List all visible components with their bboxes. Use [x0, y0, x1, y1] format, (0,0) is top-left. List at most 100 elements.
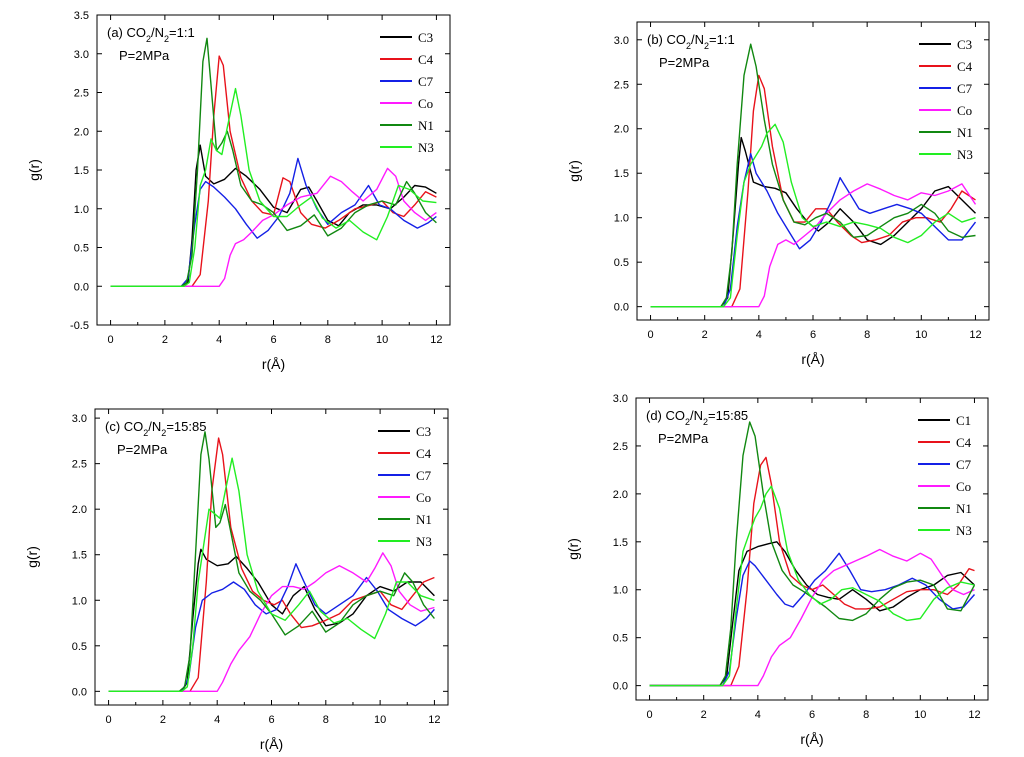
x-tick-label: 8: [863, 709, 869, 721]
y-axis-label: g(r): [26, 159, 42, 181]
x-tick-label: 12: [428, 714, 440, 726]
y-tick-label: 1.5: [74, 165, 89, 177]
x-tick-label: 6: [810, 329, 816, 341]
x-axis-label: r(Å): [800, 731, 823, 747]
y-tick-label: 0.0: [614, 302, 629, 314]
panel-title: (b) CO2/N2=1:1: [647, 32, 735, 51]
legend-label-co: Co: [416, 490, 431, 505]
series-line-co: [649, 548, 975, 687]
x-tick-label: 0: [106, 714, 112, 726]
panel-title: (a) CO2/N2=1:1: [107, 25, 195, 44]
series-line-c4: [110, 55, 437, 287]
legend-label-c7: C7: [957, 81, 973, 96]
y-axis-label: g(r): [566, 160, 582, 182]
series-line-n1: [108, 431, 435, 692]
series-line-n3: [649, 485, 975, 687]
legend-label-c3: C3: [418, 30, 433, 45]
series-line-n1: [110, 37, 437, 287]
legend-label-co: Co: [418, 96, 433, 111]
x-tick-label: 4: [216, 334, 222, 346]
x-tick-label: 0: [647, 329, 653, 341]
series-line-c3: [108, 548, 435, 692]
y-tick-label: 3.0: [613, 393, 628, 405]
panel-d: 0 2 4 6 8 10 12 0.0 0.5 1.0 1.5 2.0 2.5 3.0 r(Å) g(r) (d…: [565, 393, 989, 747]
panel-subtitle: P=2MPa: [659, 55, 710, 70]
y-tick-label: 2.5: [614, 79, 629, 91]
legend-label-c3: C3: [957, 37, 972, 52]
y-tick-label: 2.0: [614, 124, 629, 136]
x-tick-label: 4: [755, 709, 761, 721]
series-line-n3: [650, 123, 976, 308]
panel-subtitle: P=2MPa: [117, 442, 168, 457]
series-line-c7: [649, 552, 976, 687]
series-line-c7: [110, 157, 437, 287]
y-tick-label: 3.0: [614, 35, 629, 47]
legend-label-c7: C7: [418, 74, 434, 89]
legend-label-n1: N1: [957, 125, 973, 140]
x-tick-label: 10: [374, 714, 386, 726]
legend-label-c4: C4: [956, 435, 972, 450]
y-tick-label: 1.5: [613, 537, 628, 549]
x-tick-label: 8: [323, 714, 329, 726]
y-tick-label: 0.5: [614, 257, 629, 269]
legend-label-n1: N1: [416, 512, 432, 527]
y-tick-label: 0.0: [613, 681, 628, 693]
series-line-n3: [108, 457, 435, 692]
legend-label-c7: C7: [416, 468, 432, 483]
x-tick-label: 6: [268, 714, 274, 726]
legend-label-n3: N3: [956, 523, 972, 538]
x-tick-label: 2: [162, 334, 168, 346]
y-tick-label: 1.0: [72, 595, 87, 607]
y-axis-label: g(r): [565, 538, 581, 560]
series-line-co: [108, 552, 435, 692]
legend-label-c1: C1: [956, 413, 971, 428]
series-line-c3: [650, 136, 976, 308]
panel-title: (c) CO2/N2=15:85: [105, 419, 206, 438]
panel-subtitle: P=2MPa: [658, 431, 709, 446]
x-axis-label: r(Å): [262, 356, 285, 372]
legend-label-c4: C4: [957, 59, 973, 74]
series-line-co: [650, 183, 977, 308]
y-tick-label: 1.5: [72, 550, 87, 562]
y-tick-label: 1.0: [613, 585, 628, 597]
x-tick-label: 12: [968, 709, 980, 721]
x-tick-label: 6: [809, 709, 815, 721]
y-tick-label: 3.0: [72, 413, 87, 425]
y-axis-label: g(r): [24, 546, 40, 568]
x-tick-label: 2: [701, 709, 707, 721]
panel-title: (d) CO2/N2=15:85: [646, 408, 748, 427]
legend-label-n3: N3: [957, 147, 973, 162]
series-line-c4: [649, 456, 975, 687]
legend-label-c3: C3: [416, 424, 431, 439]
panel-b: 0 2 4 6 8 10 12 0.0 0.5 1.0 1.5 2.0 2.5 3.0 r(Å) g(r) (b…: [566, 21, 990, 367]
y-tick-label: 0.5: [613, 633, 628, 645]
y-tick-label: 3.0: [74, 49, 89, 61]
legend-label-co: Co: [957, 103, 972, 118]
x-tick-label: 0: [646, 709, 652, 721]
x-tick-label: 4: [214, 714, 220, 726]
y-tick-label: 1.0: [74, 204, 89, 216]
x-axis-label: r(Å): [801, 351, 824, 367]
panel-a: 0 2 4 6 8 10 12 -0.5 0.0 0.5 1.0 1.5 2.0 2.5 3.0 3.5 r(Å…: [26, 10, 451, 372]
x-tick-label: 8: [325, 334, 331, 346]
y-tick-label: 0.5: [72, 641, 87, 653]
series-line-co: [110, 167, 437, 287]
x-tick-label: 10: [915, 329, 927, 341]
y-tick-label: -0.5: [70, 320, 89, 332]
x-tick-label: 12: [969, 329, 981, 341]
y-tick-label: 2.5: [74, 88, 89, 100]
y-tick-label: 0.0: [74, 281, 89, 293]
legend-label-c7: C7: [956, 457, 972, 472]
legend-label-n1: N1: [956, 501, 972, 516]
y-tick-label: 2.0: [613, 489, 628, 501]
panel-c: 0 2 4 6 8 10 12 0.0 0.5 1.0 1.5 2.0 2.5 3.0 r(Å) g(r) (c…: [24, 408, 449, 752]
y-tick-label: 1.5: [614, 168, 629, 180]
series-line-c4: [108, 437, 435, 692]
series-line-n1: [649, 421, 976, 687]
series-line-c7: [108, 563, 435, 692]
x-tick-label: 4: [756, 329, 762, 341]
x-tick-label: 12: [430, 334, 442, 346]
x-tick-label: 10: [376, 334, 388, 346]
x-tick-label: 10: [914, 709, 926, 721]
